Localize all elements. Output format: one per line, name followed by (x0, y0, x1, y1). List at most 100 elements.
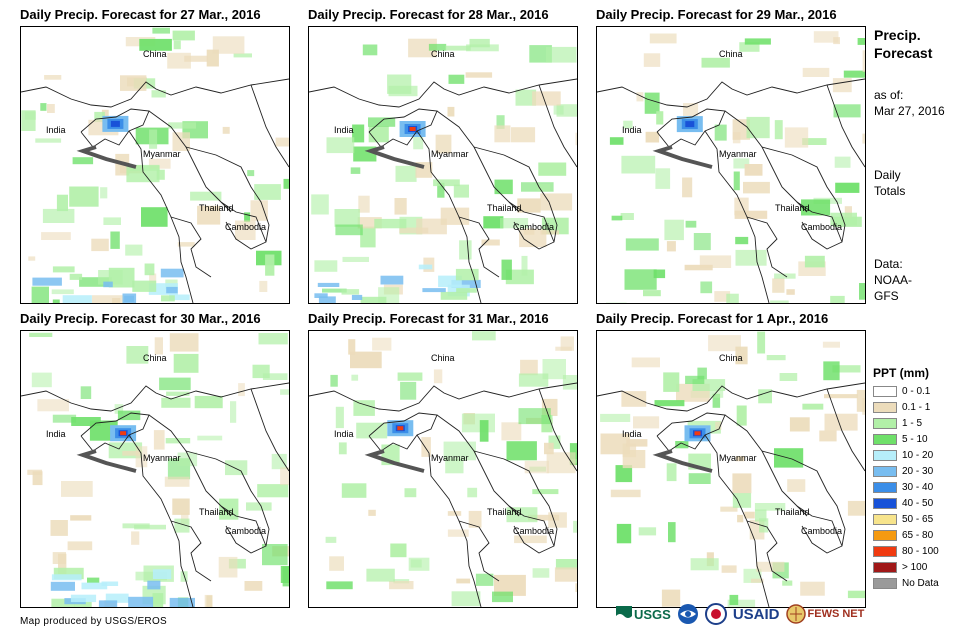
precip-cell (433, 369, 443, 384)
precip-cell (47, 104, 55, 113)
data-source-line2: NOAA- (874, 273, 913, 287)
precip-cell (372, 337, 392, 351)
usgs-wave-icon (616, 606, 632, 622)
precip-cell (161, 295, 175, 302)
precip-cell (149, 129, 158, 149)
precip-cell (125, 244, 143, 256)
precip-cell (518, 373, 549, 387)
legend-item: > 100 (873, 559, 939, 575)
legend-label: 10 - 20 (902, 449, 934, 461)
precip-cell (222, 126, 230, 134)
fewsnet-logo-text: FEWS NET (807, 608, 865, 620)
precip-cell (110, 231, 120, 249)
precip-cell (335, 224, 363, 236)
country-border (597, 78, 865, 108)
precip-cell (159, 377, 191, 391)
precip-cell (197, 205, 221, 225)
precip-cell (684, 264, 713, 271)
precip-cell (631, 357, 660, 368)
precip-cell (395, 165, 417, 182)
precip-cell (445, 459, 464, 474)
precip-cell (92, 295, 124, 303)
precip-cell (72, 157, 94, 165)
precip-cell (655, 168, 671, 189)
precip-cell (514, 535, 547, 544)
precip-cell (443, 441, 476, 461)
precip-cell (418, 264, 433, 270)
precip-cell (643, 53, 661, 67)
precip-cell (399, 227, 429, 234)
map-credit: Map produced by USGS/EROS (20, 616, 168, 627)
precip-cell (74, 601, 92, 607)
precip-cell (610, 489, 641, 498)
precip-cell (726, 293, 739, 303)
precip-cell (408, 557, 430, 571)
precip-map: China India Myanmar Thailand Cambodia (308, 330, 578, 608)
precip-cell (688, 473, 711, 484)
delta-coast (364, 145, 425, 169)
precip-cell (453, 184, 469, 198)
precip-cell (164, 476, 190, 487)
precip-cell (656, 111, 664, 125)
precip-cell (177, 242, 195, 247)
country-label-china: China (719, 49, 743, 59)
precip-cell (156, 169, 165, 180)
precip-cell (81, 582, 108, 590)
country-border (796, 201, 843, 243)
precip-cell (532, 568, 550, 578)
country-label-thailand: Thailand (775, 203, 810, 213)
precip-cell (247, 170, 255, 177)
noaa-logo-icon (677, 604, 698, 624)
precip-cell (394, 198, 407, 215)
usaid-seal-icon (704, 603, 727, 625)
precip-cell (532, 489, 559, 495)
legend-item: No Data (873, 575, 939, 591)
legend-swatch (873, 433, 897, 445)
precip-cell (174, 518, 190, 533)
precip-cell (351, 374, 359, 381)
panel-title: Daily Precip. Forecast for 31 Mar., 2016 (308, 311, 549, 326)
precip-cell (469, 38, 490, 48)
country-label-cambodia: Cambodia (801, 222, 843, 232)
precip-map: China India Myanmar Thailand Cambodia (20, 26, 290, 304)
map-canvas (21, 332, 289, 607)
country-border (473, 450, 558, 554)
precip-cell (173, 40, 181, 50)
legend-swatch (873, 561, 897, 573)
legend-item: 10 - 20 (873, 447, 939, 463)
legend-swatch (873, 385, 897, 397)
country-border (656, 412, 726, 452)
precip-cell (79, 277, 112, 287)
country-border (185, 146, 270, 250)
precip-cell (456, 578, 471, 584)
precip-cell (789, 417, 810, 432)
country-border (761, 450, 846, 554)
precip-cell (32, 471, 43, 486)
precip-cell (644, 92, 660, 114)
precip-cell (37, 399, 69, 412)
precip-cell (368, 117, 396, 127)
country-border (656, 108, 726, 148)
precip-cell (252, 364, 270, 379)
precip-cell (751, 578, 764, 583)
precip-cell (824, 413, 858, 431)
precip-cell (51, 598, 75, 607)
precip-cell (555, 559, 577, 570)
precip-cell (31, 286, 49, 303)
precip-cell (101, 581, 119, 586)
precip-cell (451, 279, 481, 288)
precip-cell (465, 72, 493, 78)
precip-cell (32, 277, 62, 286)
precip-cell (757, 331, 766, 354)
precip-cell (440, 207, 470, 225)
precip-cell (422, 288, 446, 293)
totals-line1: Daily (874, 168, 901, 182)
legend-item: 5 - 10 (873, 431, 939, 447)
precip-cell (360, 226, 376, 248)
precip-cell (148, 158, 171, 169)
precip-cell (387, 74, 412, 94)
precip-cell (772, 278, 785, 293)
country-border (746, 520, 788, 582)
precip-cell (832, 78, 852, 93)
precip-cell (184, 55, 208, 62)
